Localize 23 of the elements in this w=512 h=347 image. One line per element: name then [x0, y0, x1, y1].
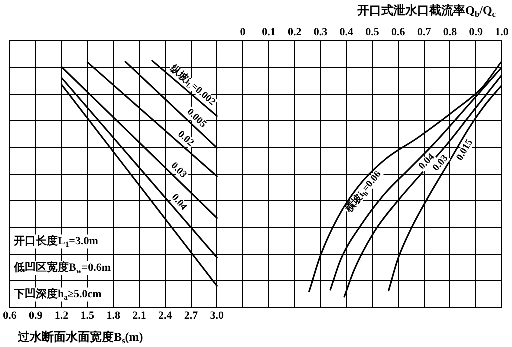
x2-tick-label: 0.8: [443, 26, 458, 38]
x2-tick-label: 0.4: [340, 26, 354, 38]
x2-tick-label: 0.2: [288, 26, 302, 38]
x-tick-label: 0.6: [3, 310, 18, 322]
x-tick-label: 2.1: [132, 310, 146, 322]
x-tick-label: 1.5: [80, 310, 96, 322]
x-tick-label: 1.8: [106, 310, 121, 322]
x2-tick-label: 1.0: [495, 26, 510, 38]
x-tick-label: 3.0: [210, 310, 225, 322]
x2-tick-label: 0.7: [417, 26, 432, 38]
x2-tick-label: 0.3: [314, 26, 328, 38]
x-tick-label: 2.7: [184, 310, 199, 322]
x2-tick-label: 0.9: [469, 26, 484, 38]
x-tick-label: 0.9: [29, 310, 44, 322]
x-tick-label: 1.2: [54, 310, 70, 322]
text: 0.02: [176, 129, 196, 149]
text: 0.03: [168, 160, 189, 181]
x2-tick-label: 0.6: [392, 26, 406, 38]
x2-tick-label: 0: [240, 26, 246, 38]
text: 0.04: [169, 192, 190, 213]
x2-tick-label: 0.1: [262, 26, 276, 38]
x-tick-label: 2.4: [158, 310, 173, 322]
x2-tick-label: 0.5: [366, 26, 380, 38]
